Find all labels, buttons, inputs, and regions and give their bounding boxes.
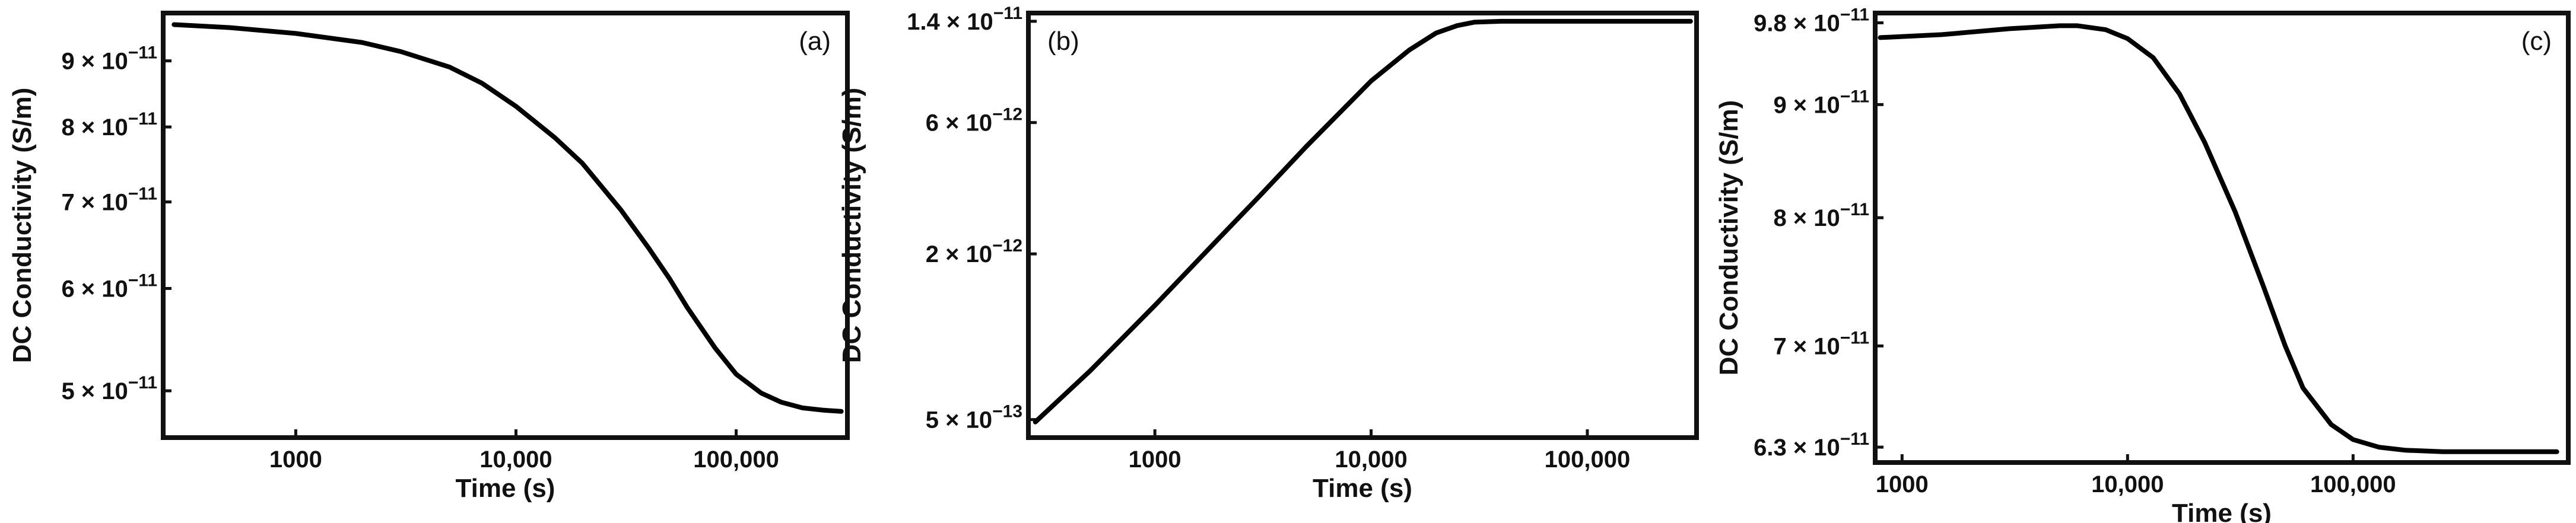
plot-frame (161, 11, 850, 440)
y-tick-label: 9 × 10−11 (1773, 87, 1869, 118)
y-tick-mantissa: 8 (1773, 205, 1793, 231)
y-tick-mantissa: 5 (61, 378, 81, 404)
y-tick-base: × 10 (1793, 205, 1840, 231)
y-tick-label: 2 × 10−12 (926, 236, 1022, 267)
y-axis-label: DC Conductivity (S/m) (837, 88, 866, 363)
y-axis-label: DC Conductivity (S/m) (8, 88, 37, 363)
y-axis-label: DC Conductivity (S/m) (1714, 100, 1743, 375)
y-tick-label: 9 × 10−11 (61, 43, 157, 75)
y-tick-label: 5 × 10−11 (61, 373, 157, 404)
y-tick-exponent: −11 (1840, 200, 1869, 219)
y-tick-mantissa: 7 (61, 190, 81, 216)
y-tick-label: 8 × 10−11 (1773, 200, 1869, 231)
y-tick-exponent: −11 (128, 184, 157, 204)
y-tick-base: × 10 (81, 114, 128, 141)
y-tick-exponent: −12 (992, 105, 1022, 125)
y-tick-exponent: −11 (1840, 429, 1869, 449)
y-tick-label: 6 × 10−11 (61, 270, 157, 302)
y-tick-exponent: −11 (128, 109, 157, 129)
x-tick-label: 100,000 (1545, 447, 1631, 473)
plot-frame (1026, 11, 1699, 440)
panel-label: (b) (1047, 27, 1079, 56)
y-tick-base: × 10 (81, 378, 128, 404)
y-tick-exponent: −12 (992, 236, 1022, 256)
y-tick-exponent: −11 (1840, 328, 1869, 347)
x-tick-label: 100,000 (2310, 471, 2396, 498)
y-tick-base: × 10 (945, 407, 992, 433)
y-tick-mantissa: 6 (61, 276, 81, 302)
y-tick-base: × 10 (1793, 10, 1840, 36)
y-tick-base: × 10 (946, 9, 993, 35)
y-tick-label: 1.4 × 10−11 (907, 4, 1022, 35)
y-tick-exponent: −11 (1840, 87, 1869, 106)
y-tick-base: × 10 (81, 49, 128, 75)
x-tick-label: 100,000 (693, 447, 779, 473)
x-tick-label: 10,000 (479, 447, 552, 473)
y-tick-exponent: −11 (128, 270, 157, 290)
data-line-series-1 (171, 22, 844, 414)
y-tick-base: × 10 (1793, 435, 1840, 461)
data-line-series-1 (1033, 18, 1693, 425)
y-tick-label: 6 × 10−12 (926, 105, 1022, 136)
x-tick-label: 1000 (1129, 447, 1181, 473)
y-tick-label: 7 × 10−11 (1773, 328, 1869, 359)
y-tick-mantissa: 7 (1773, 333, 1793, 359)
y-tick-label: 9.8 × 10−11 (1754, 5, 1869, 36)
y-tick-base: × 10 (81, 276, 128, 302)
x-axis-label: Time (s) (2172, 499, 2272, 523)
y-tick-label: 5 × 10−13 (926, 402, 1022, 433)
y-tick-exponent: −13 (992, 402, 1022, 422)
y-tick-exponent: −11 (993, 4, 1022, 23)
panel-label: (a) (799, 27, 831, 56)
y-tick-label: 6.3 × 10−11 (1754, 429, 1869, 461)
y-tick-mantissa: 6.3 (1754, 435, 1793, 461)
y-tick-mantissa: 8 (61, 114, 81, 141)
y-tick-base: × 10 (1793, 92, 1840, 118)
y-tick-mantissa: 1.4 (907, 9, 946, 35)
y-tick-base: × 10 (945, 110, 992, 136)
x-tick-label: 1000 (1876, 471, 1929, 498)
y-tick-label: 8 × 10−11 (61, 109, 157, 141)
plot-frame (1873, 11, 2571, 465)
y-tick-base: × 10 (945, 241, 992, 267)
y-tick-mantissa: 5 (926, 407, 945, 433)
y-tick-base: × 10 (81, 190, 128, 216)
y-tick-label: 7 × 10−11 (61, 184, 157, 216)
x-tick-label: 1000 (269, 447, 322, 473)
data-line-series-1 (1878, 23, 2559, 454)
y-tick-exponent: −11 (1840, 5, 1869, 24)
y-tick-base: × 10 (1793, 333, 1840, 359)
panel-label: (c) (2521, 27, 2552, 56)
x-tick-label: 10,000 (2091, 471, 2164, 498)
y-tick-exponent: −11 (128, 373, 157, 393)
y-tick-mantissa: 9 (61, 49, 81, 75)
x-tick-label: 10,000 (1335, 447, 1407, 473)
y-tick-exponent: −11 (128, 43, 157, 63)
y-tick-mantissa: 9.8 (1754, 10, 1793, 36)
x-axis-label: Time (s) (1313, 474, 1412, 503)
y-tick-mantissa: 2 (926, 241, 945, 267)
x-axis-label: Time (s) (456, 474, 555, 503)
y-tick-mantissa: 6 (926, 110, 945, 136)
y-tick-mantissa: 9 (1773, 92, 1793, 118)
